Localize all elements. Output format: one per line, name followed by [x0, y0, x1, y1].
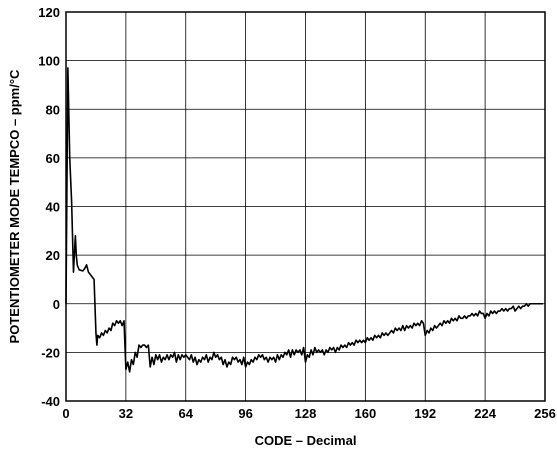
x-axis-title: CODE – Decimal — [255, 433, 357, 448]
x-tick-label: 160 — [355, 406, 377, 421]
x-tick-labels: 0 32 64 96 128 160 192 224 256 — [62, 406, 555, 421]
y-tick-label: 60 — [46, 151, 60, 166]
grid-lines — [65, 11, 546, 402]
y-tick-label: 100 — [38, 54, 60, 69]
series-line — [65, 67, 544, 373]
y-tick-label: 40 — [46, 200, 60, 215]
y-tick-label: 20 — [46, 248, 60, 263]
x-tick-label: 128 — [295, 406, 317, 421]
x-tick-label: 256 — [534, 406, 556, 421]
y-tick-label: -20 — [41, 345, 60, 360]
y-tick-label: 0 — [53, 297, 60, 312]
y-tick-label: -40 — [41, 394, 60, 409]
x-tick-label: 224 — [474, 406, 496, 421]
y-axis-title: POTENTIOMETER MODE TEMPCO – ppm/°C — [7, 69, 22, 343]
y-tick-label: 120 — [38, 5, 60, 20]
x-tick-label: 0 — [62, 406, 69, 421]
y-tick-labels: -40 -20 0 20 40 60 80 100 120 — [38, 5, 60, 409]
x-tick-label: 96 — [238, 406, 252, 421]
x-tick-label: 192 — [414, 406, 436, 421]
x-tick-label: 32 — [119, 406, 133, 421]
x-tick-label: 64 — [179, 406, 194, 421]
y-tick-label: 80 — [46, 102, 60, 117]
